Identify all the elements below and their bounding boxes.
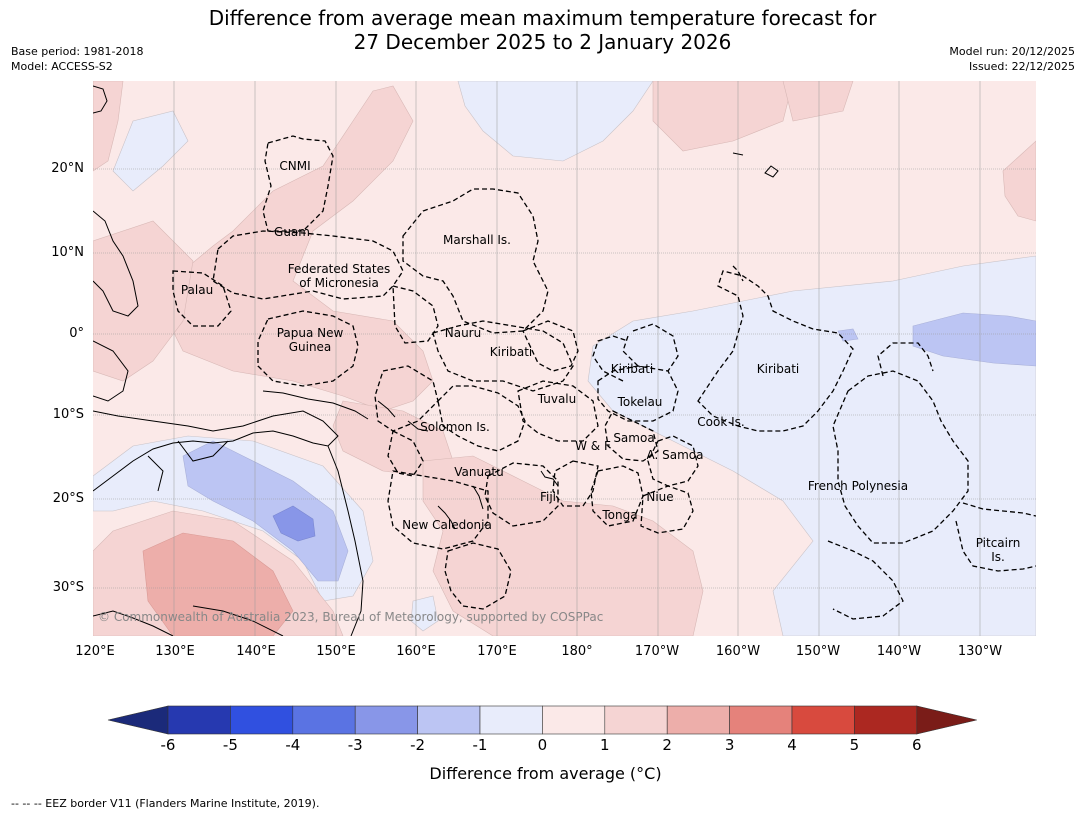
label-guam: Guam xyxy=(274,225,310,239)
title-line-2: 27 December 2025 to 2 January 2026 xyxy=(353,30,732,54)
colorbar-segment xyxy=(417,705,481,735)
label-png-line-1: Papua New xyxy=(277,326,344,340)
place-labels: CNMI Guam Marshall Is. Federated States … xyxy=(181,159,1020,564)
colorbar-tick-label: -2 xyxy=(410,736,426,754)
label-vanuatu: Vanuatu xyxy=(454,465,504,479)
colorbar-tick-label: 3 xyxy=(724,736,735,754)
lon-label-180: 180° xyxy=(561,644,593,659)
label-cook-islands: Cook Is. xyxy=(697,415,744,429)
colorbar-tick-label: -3 xyxy=(347,736,363,754)
label-fsm-line-1: Federated States xyxy=(288,262,390,276)
label-kiribati-east: Kiribati xyxy=(757,362,799,376)
lat-label-equator: 0° xyxy=(69,326,84,341)
lat-label-20s: 20°S xyxy=(52,491,84,506)
colorbar-segment xyxy=(354,705,418,735)
label-tonga: Tonga xyxy=(601,508,637,522)
colorbar-label: Difference from average (°C) xyxy=(429,764,662,783)
cold-core-east-australia xyxy=(272,505,316,542)
label-tuvalu: Tuvalu xyxy=(537,392,577,406)
lon-label-160e: 160°E xyxy=(396,644,436,659)
label-samoa: Samoa xyxy=(613,431,654,445)
lon-label-130e: 130°E xyxy=(155,644,195,659)
label-fsm-line-2: of Micronesia xyxy=(299,276,379,290)
lon-label-150e: 150°E xyxy=(316,644,356,659)
strong-cool-anomaly-areas xyxy=(182,312,1036,582)
label-pitcairn-line-1: Pitcairn xyxy=(976,536,1021,550)
colorbar-segment xyxy=(542,705,606,735)
label-png-line-2: Guinea xyxy=(289,340,332,354)
colorbar-segment xyxy=(604,705,668,735)
colorbar-segment xyxy=(854,705,918,735)
label-nauru: Nauru xyxy=(445,326,481,340)
colorbar-segment xyxy=(666,705,730,735)
lat-label-20n: 20°N xyxy=(51,161,84,176)
label-kiribati-central: Kiribati xyxy=(611,362,653,376)
colorbar-tick-label: -1 xyxy=(472,736,488,754)
model-name: Model: ACCESS-S2 xyxy=(11,60,113,73)
colorbar-segment xyxy=(479,705,543,735)
colorbar-tick-label: -4 xyxy=(285,736,301,754)
label-fiji: Fiji xyxy=(540,490,556,504)
warm-anomaly-areas xyxy=(93,81,1036,636)
title-line-1: Difference from average mean maximum tem… xyxy=(208,6,877,30)
lat-label-10n: 10°N xyxy=(51,245,84,260)
coastlines xyxy=(93,85,779,636)
colorbar-segment xyxy=(230,705,294,735)
colorbar-extend-low xyxy=(107,705,169,735)
meta-right: Model run: 20/12/2025 Issued: 22/12/2025 xyxy=(949,44,1075,74)
label-solomon-islands: Solomon Is. xyxy=(420,420,490,434)
colorbar-segment xyxy=(292,705,356,735)
label-palau: Palau xyxy=(181,283,213,297)
gridlines xyxy=(93,81,1036,636)
label-cnmi: CNMI xyxy=(279,159,310,173)
copyright-notice: © Commonwealth of Australia 2023, Bureau… xyxy=(98,610,603,624)
label-american-samoa: A. Samoa xyxy=(647,448,704,462)
colorbar-tick-label: 2 xyxy=(662,736,672,754)
label-pitcairn-line-2: Is. xyxy=(991,550,1005,564)
colorbar-tick-label: 5 xyxy=(849,736,860,754)
eez-borders xyxy=(172,135,1036,620)
map-title: Difference from average mean maximum tem… xyxy=(0,6,1085,54)
colorbar-segment xyxy=(167,705,231,735)
label-tokelau: Tokelau xyxy=(617,395,663,409)
colorbar-tick-label: -5 xyxy=(222,736,238,754)
lon-label-120e: 120°E xyxy=(75,644,115,659)
label-wallis-futuna: W & F xyxy=(575,439,611,453)
label-french-polynesia: French Polynesia xyxy=(808,479,908,493)
lon-label-130w: 130°W xyxy=(957,644,1003,659)
colorbar-segment xyxy=(729,705,793,735)
label-kiribati-west: Kiribati xyxy=(490,345,532,359)
forecast-map: CNMI Guam Marshall Is. Federated States … xyxy=(93,81,1036,636)
label-marshall-islands: Marshall Is. xyxy=(443,233,511,247)
meta-left: Base period: 1981-2018 Model: ACCESS-S2 xyxy=(11,44,143,74)
model-run: Model run: 20/12/2025 xyxy=(949,45,1075,58)
colorbar-tick-label: 6 xyxy=(912,736,922,754)
lat-label-10s: 10°S xyxy=(52,407,84,422)
colorbar-tick-label: -6 xyxy=(160,736,176,754)
colorbar-tick-label: 1 xyxy=(600,736,610,754)
lon-label-150w: 150°W xyxy=(795,644,841,659)
colorbar-extend-high xyxy=(916,705,977,735)
eez-footnote: -- -- -- EEZ border V11 (Flanders Marine… xyxy=(11,797,320,810)
lat-label-30s: 30°S xyxy=(52,580,84,595)
lon-label-160w: 160°W xyxy=(715,644,761,659)
colorbar xyxy=(107,705,977,735)
colorbar-tick-label: 4 xyxy=(787,736,797,754)
hot-anomaly-area xyxy=(142,532,294,636)
label-niue: Niue xyxy=(646,490,673,504)
lon-label-140e: 140°E xyxy=(236,644,276,659)
lon-label-170w: 170°W xyxy=(634,644,680,659)
lon-label-140w: 140°W xyxy=(876,644,922,659)
label-new-caledonia: New Caledonia xyxy=(402,518,492,532)
base-period: Base period: 1981-2018 xyxy=(11,45,144,58)
lon-label-170e: 170°E xyxy=(477,644,517,659)
issued-date: Issued: 22/12/2025 xyxy=(968,60,1075,73)
colorbar-tick-label: 0 xyxy=(537,736,548,754)
colorbar-segment xyxy=(791,705,855,735)
